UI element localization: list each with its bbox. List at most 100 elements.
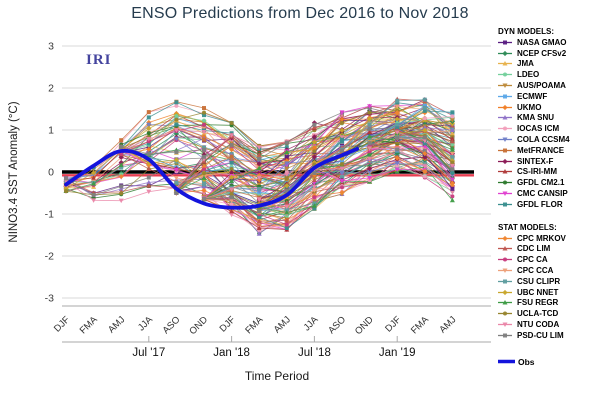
model-marker [174, 191, 179, 195]
model-marker [229, 202, 234, 207]
model-marker [394, 167, 400, 172]
model-marker [202, 122, 206, 127]
legend-marker-icon [498, 333, 512, 338]
model-forecast-line [369, 110, 453, 146]
x-tick-label-season: JJA [302, 314, 321, 333]
legend-item-dyn: LDEO [498, 69, 600, 80]
model-marker [257, 156, 262, 161]
model-forecast-line [314, 99, 453, 168]
legend-item-dyn: COLA CCSM4 [498, 134, 600, 145]
model-marker [256, 145, 262, 150]
model-marker [174, 122, 179, 127]
legend-item-stat: UBC NNET [498, 287, 600, 298]
model-marker [202, 147, 206, 152]
model-marker [422, 138, 428, 144]
legend-dyn-header: DYN MODELS: [498, 27, 554, 36]
model-marker [340, 139, 344, 144]
model-marker [256, 225, 262, 231]
model-marker [395, 98, 400, 103]
model-marker [395, 122, 400, 127]
month-tick-label: Jan '19 [379, 347, 416, 359]
x-tick-label-season: OND [187, 314, 210, 337]
model-marker [174, 100, 179, 105]
legend-panel: DYN MODELS: NASA GMAO NCEP CFSv2 JMA LDEO AUS… [498, 26, 600, 369]
model-marker [450, 170, 455, 175]
legend-item-dyn: JMA [498, 59, 600, 70]
model-marker [312, 122, 317, 127]
legend-model-name: CMC CANSIP [517, 189, 568, 199]
model-marker [284, 195, 290, 200]
model-marker [449, 151, 455, 156]
model-marker [450, 114, 455, 119]
model-marker [284, 183, 290, 189]
legend-marker-icon [498, 289, 512, 295]
y-axis-title: NINO3.4 SST Anomaly (°C) [8, 101, 20, 243]
model-marker [312, 170, 317, 175]
model-marker [256, 175, 262, 181]
model-marker [256, 231, 262, 236]
model-marker [449, 138, 455, 144]
x-axis-title: Time Period [244, 369, 310, 383]
model-marker [174, 180, 179, 185]
model-marker [146, 152, 151, 157]
iri-watermark: IRI [86, 52, 112, 68]
model-marker [229, 192, 234, 197]
legend-model-name: JMA [517, 59, 534, 69]
model-marker [395, 147, 400, 152]
legend-item-dyn: CMC CANSIP [498, 188, 600, 199]
model-forecast-line [259, 160, 453, 210]
y-tick-label: 3 [48, 41, 54, 53]
model-marker [339, 166, 345, 171]
y-tick-label: -2 [45, 251, 54, 263]
model-marker [339, 189, 345, 196]
legend-item-dyn: IOCAS ICM [498, 123, 600, 134]
legend-model-name: CS-IRI-MM [517, 167, 557, 177]
model-marker [257, 186, 262, 191]
legend-item-dyn: CS-IRI-MM [498, 167, 600, 178]
y-tick-label: -1 [45, 209, 54, 221]
model-forecast-line [369, 105, 453, 142]
model-marker [422, 135, 427, 140]
model-marker [118, 154, 124, 160]
model-marker [229, 133, 235, 138]
model-forecast-line [369, 119, 453, 143]
model-marker [284, 161, 290, 166]
model-marker [367, 166, 373, 172]
legend-marker-icon [498, 137, 512, 143]
legend-model-name: CPC CA [517, 255, 548, 265]
model-marker [340, 148, 344, 153]
model-marker [229, 178, 235, 183]
model-marker [119, 165, 124, 170]
legend-item-obs: Obs [498, 355, 600, 369]
legend-stat-header: STAT MODELS: [498, 222, 557, 232]
legend-marker-icon [498, 191, 512, 197]
legend-marker-icon [498, 311, 512, 316]
model-forecast-line [369, 139, 453, 179]
model-marker [64, 189, 68, 194]
model-marker [146, 166, 152, 171]
model-marker [118, 173, 124, 180]
model-marker [339, 127, 345, 133]
model-marker [394, 161, 400, 166]
model-plume [63, 96, 455, 236]
legend-item-dyn: AUS/POAMA [498, 80, 600, 91]
legend-marker-icon [498, 202, 512, 207]
model-marker [311, 154, 317, 160]
model-marker [284, 188, 289, 193]
model-marker [340, 185, 344, 190]
x-tick-label-season: AMJ [437, 314, 458, 335]
model-marker [422, 105, 427, 110]
model-marker [146, 183, 152, 188]
x-tick-label-season: AMJ [272, 314, 293, 335]
model-forecast-line [258, 108, 453, 205]
model-marker [256, 165, 262, 171]
legend-item-stat: NTU CODA [498, 319, 600, 330]
model-marker [502, 268, 508, 274]
model-marker [229, 212, 235, 218]
model-forecast-line [314, 118, 453, 164]
model-marker [449, 136, 455, 141]
model-forecast-line [314, 164, 453, 189]
legend-item-stat: CSU CLIPR [498, 276, 600, 287]
model-marker [311, 134, 317, 140]
model-forecast-line [369, 147, 453, 193]
